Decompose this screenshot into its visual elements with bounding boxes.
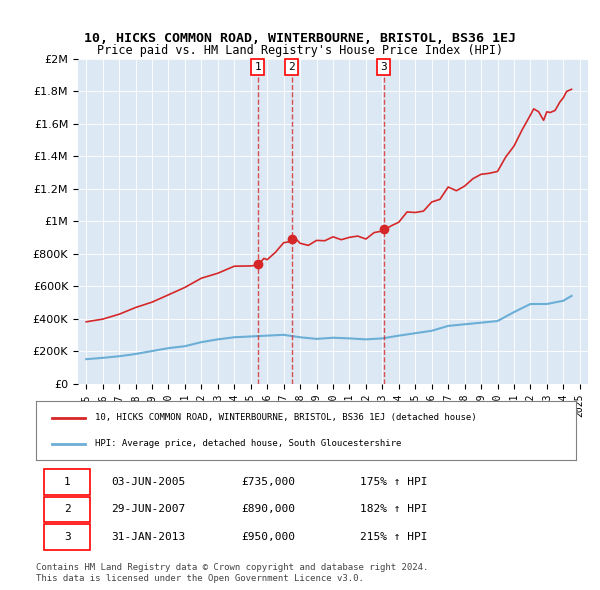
Text: Price paid vs. HM Land Registry's House Price Index (HPI): Price paid vs. HM Land Registry's House …: [97, 44, 503, 57]
Text: Contains HM Land Registry data © Crown copyright and database right 2024.
This d: Contains HM Land Registry data © Crown c…: [36, 563, 428, 583]
Text: 2: 2: [64, 504, 71, 514]
FancyBboxPatch shape: [44, 469, 90, 495]
Text: 3: 3: [380, 62, 387, 72]
Text: 29-JUN-2007: 29-JUN-2007: [112, 504, 186, 514]
Text: 10, HICKS COMMON ROAD, WINTERBOURNE, BRISTOL, BS36 1EJ: 10, HICKS COMMON ROAD, WINTERBOURNE, BRI…: [84, 32, 516, 45]
Text: 31-JAN-2013: 31-JAN-2013: [112, 532, 186, 542]
Text: £950,000: £950,000: [241, 532, 295, 542]
Text: 1: 1: [254, 62, 261, 72]
Text: 182% ↑ HPI: 182% ↑ HPI: [360, 504, 427, 514]
Text: 1: 1: [64, 477, 71, 487]
Text: 03-JUN-2005: 03-JUN-2005: [112, 477, 186, 487]
Text: 2: 2: [289, 62, 295, 72]
FancyBboxPatch shape: [44, 497, 90, 522]
Text: 215% ↑ HPI: 215% ↑ HPI: [360, 532, 427, 542]
FancyBboxPatch shape: [44, 524, 90, 549]
Text: £890,000: £890,000: [241, 504, 295, 514]
Text: 175% ↑ HPI: 175% ↑ HPI: [360, 477, 427, 487]
Text: £735,000: £735,000: [241, 477, 295, 487]
Text: 10, HICKS COMMON ROAD, WINTERBOURNE, BRISTOL, BS36 1EJ (detached house): 10, HICKS COMMON ROAD, WINTERBOURNE, BRI…: [95, 413, 477, 422]
Text: 3: 3: [64, 532, 71, 542]
Text: HPI: Average price, detached house, South Gloucestershire: HPI: Average price, detached house, Sout…: [95, 439, 402, 448]
